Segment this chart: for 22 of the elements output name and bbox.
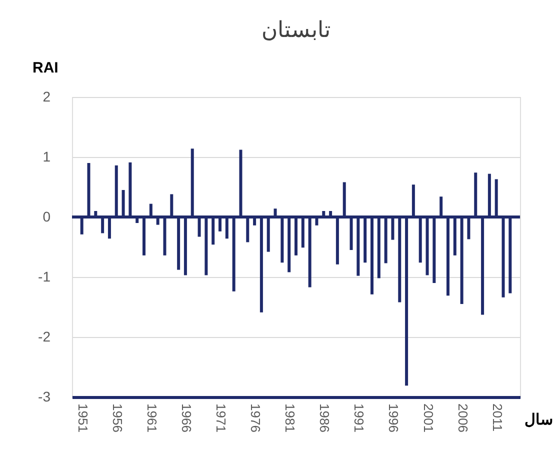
x-tick-label: 1986 [317, 404, 332, 432]
x-tick-label: 1971 [214, 404, 229, 432]
x-tick-label: 1996 [386, 404, 402, 432]
x-tick-label: 2011 [490, 404, 505, 432]
y-tick-label: -1 [38, 268, 51, 284]
x-tick-label: 1976 [248, 404, 264, 432]
x-tick-label: 2006 [455, 404, 470, 432]
x-tick-label: 2001 [420, 404, 436, 432]
y-tick-label: -3 [38, 388, 51, 404]
chart-title: تابستان [262, 17, 330, 42]
y-tick-label: -2 [38, 328, 51, 344]
x-tick-label: 1956 [110, 404, 125, 432]
x-tick-label: 1991 [352, 404, 367, 432]
x-tick-label: 1951 [75, 404, 90, 432]
x-tick-label: 1981 [282, 404, 298, 432]
x-tick-label: 1966 [178, 404, 194, 432]
y-tick-label: 2 [42, 88, 51, 104]
y-axis-title: RAI [32, 60, 58, 76]
y-tick-label: 0 [42, 208, 51, 224]
y-tick-label: 1 [42, 148, 51, 164]
x-axis-title: سال [524, 412, 554, 428]
x-tick-label: 1961 [144, 404, 160, 432]
